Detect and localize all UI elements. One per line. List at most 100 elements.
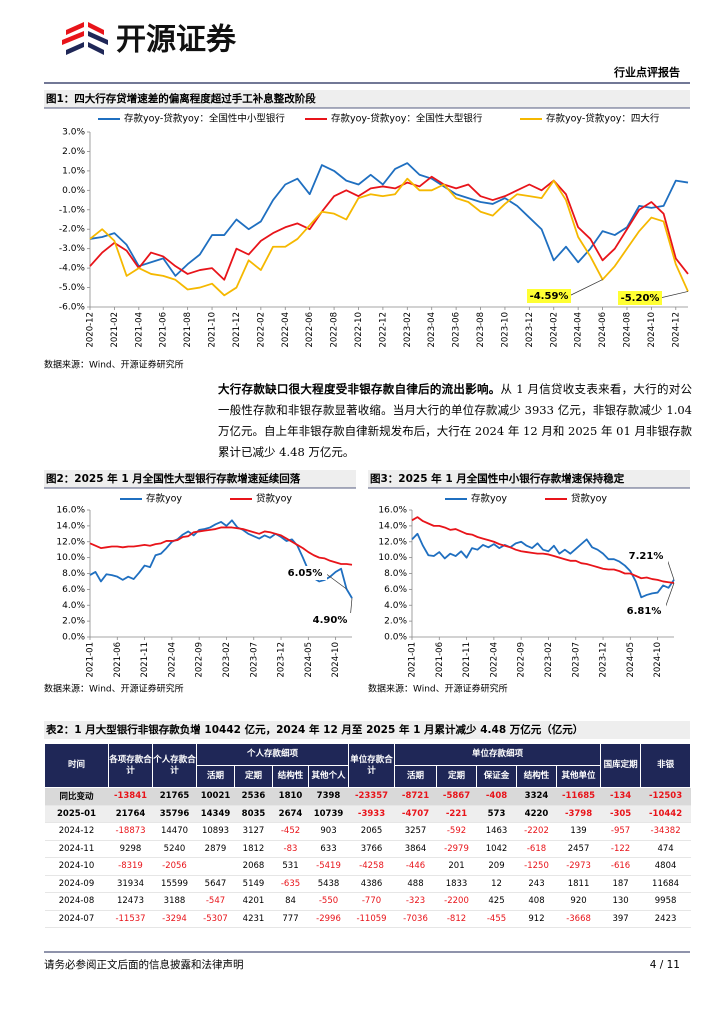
header-subcell: 其他单位 (556, 765, 602, 788)
table-cell: -408 (476, 787, 517, 806)
header-cell: 个人存款细项 (195, 743, 350, 766)
table-cell: 9298 (108, 840, 153, 858)
table-cell: -13841 (108, 787, 153, 806)
x-tick-label: 2021-11 (462, 642, 472, 678)
table-cell: 3864 (394, 840, 437, 858)
table-cell: -2200 (436, 892, 477, 911)
x-tick-label: 2022-10 (354, 312, 364, 348)
table-row: 2024-11 9298 5240 2879 1812 -83 633 3766 3864 -29… (44, 840, 691, 858)
y-tick-label: 6.0% (384, 585, 407, 595)
body-paragraph: 大行存款缺口很大程度受非银存款自律后的流出影响。从 1 月信贷收支表来看，大行的… (218, 379, 692, 463)
table-cell: -2996 (308, 910, 349, 928)
series-line (89, 162, 689, 277)
table-title: 表2：1 月大型银行非银存款负增 10442 亿元，2024 年 12 月至 2… (45, 723, 583, 736)
annotation: 4.90% (313, 615, 348, 626)
table-cell: 408 (516, 892, 557, 911)
annotation-box (618, 291, 662, 305)
table-cell: 14470 (152, 822, 197, 841)
table-cell: 35796 (152, 805, 197, 823)
x-tick-label: 2021-01 (408, 642, 418, 678)
x-tick-label: 2023-02 (222, 642, 232, 678)
annotation-leader (659, 291, 689, 299)
table-cell: -452 (272, 822, 309, 841)
header-cell: 个人存款合计 (152, 743, 197, 788)
table-cell: 397 (600, 910, 641, 928)
row-label: 2024-12 (44, 822, 109, 841)
chart-title-bar (368, 470, 690, 488)
chart-title-bar (44, 90, 690, 108)
table-cell: 11684 (640, 875, 691, 893)
x-tick-label: 2023-02 (403, 312, 413, 348)
table-cell: 3188 (152, 892, 197, 911)
row-label: 2024-09 (44, 875, 109, 893)
table-cell: 5647 (196, 875, 235, 893)
chart-source: 数据来源：Wind、开源证券研究所 (44, 683, 184, 695)
x-tick-label: 2021-02 (110, 312, 120, 348)
table-cell: 2674 (272, 805, 309, 823)
x-tick-label: 2021-10 (208, 312, 218, 348)
table-row: 2025-01 21764 35796 14349 8035 2674 10739 -3933… (44, 805, 691, 823)
table-cell: -1250 (516, 857, 557, 876)
y-tick-label: 4.0% (384, 601, 407, 611)
table-cell: -618 (516, 840, 557, 858)
table-cell: 1811 (556, 875, 601, 893)
table-cell: -2979 (436, 840, 477, 858)
table-cell: 84 (272, 892, 309, 911)
table-row: 2024-10 -8319 -2056 2068 531 -5419 -4258 -446 20… (44, 857, 691, 876)
table-cell: 1810 (272, 787, 309, 806)
x-tick-label: 2024-12 (671, 312, 681, 348)
table-row: 2024-12 -18873 14470 10893 3127 -452 903 2065 32… (44, 822, 691, 841)
table-cell: 187 (600, 875, 641, 893)
table-cell: -23357 (348, 787, 395, 806)
header-cell: 时间 (44, 743, 109, 788)
y-tick-label: 8.0% (384, 569, 407, 579)
series-line (411, 516, 675, 584)
table-cell: 5149 (234, 875, 273, 893)
header-subcell: 保证金 (476, 765, 518, 788)
table-cell: -12503 (640, 787, 691, 806)
annotation: -5.20% (621, 293, 660, 304)
y-tick-label: -3.0% (59, 244, 86, 254)
table-cell: 139 (556, 822, 601, 841)
x-tick-label: 2024-10 (331, 642, 341, 678)
x-tick-label: 2024-02 (549, 312, 559, 348)
y-tick-label: 12.0% (378, 537, 407, 547)
y-tick-label: 2.0% (384, 617, 407, 627)
legend-label: 存款yoy-贷款yoy：四大行 (546, 113, 660, 125)
table-cell: -7036 (394, 910, 437, 928)
table-cell: 9958 (640, 892, 691, 911)
table-cell: 31934 (108, 875, 153, 893)
chart: 图3：2025 年 1 月全国性中小银行存款增速保持稳定 16.0% 14.0% 12… (368, 470, 690, 695)
chart: 图1：四大行存贷增速差的偏离程度超过手工补息整改阶段 3.0% 2.0% 1.0% 0.… (44, 90, 690, 371)
y-tick-label: 1.0% (62, 166, 85, 176)
chart: 图2：2025 年 1 月全国性大型银行存款增速延续回落 16.0% 14.0% 12… (44, 470, 356, 695)
x-tick-label: 2022-08 (330, 312, 340, 348)
table-cell: 21764 (108, 805, 153, 823)
y-tick-label: 12.0% (56, 537, 85, 547)
legend-label: 存款yoy (471, 493, 507, 505)
x-tick-label: 2022-04 (167, 642, 177, 678)
table-cell: -323 (394, 892, 437, 911)
table-cell: 2068 (234, 857, 273, 876)
x-tick-label: 2021-06 (113, 642, 123, 678)
table-cell: 8035 (234, 805, 273, 823)
x-tick-label: 2022-09 (195, 642, 205, 678)
x-tick-label: 2022-09 (517, 642, 527, 678)
header-subcell: 定期 (234, 765, 273, 788)
table-row: 2024-08 12473 3188 -547 4201 84 -550 -770 -323 -2… (44, 892, 691, 911)
x-tick-label: 2024-04 (574, 312, 584, 348)
series-line (89, 175, 689, 281)
table-cell: -3798 (556, 805, 601, 823)
table-cell: -11685 (556, 787, 601, 806)
series-line (89, 526, 353, 566)
header-cell: 非银 (640, 743, 692, 788)
table-cell: -3933 (348, 805, 395, 823)
y-tick-label: -1.0% (59, 205, 86, 215)
table-cell: 4231 (234, 910, 273, 928)
annotation-box (283, 566, 327, 580)
table-cell: 209 (476, 857, 517, 876)
x-tick-label: 2021-11 (140, 642, 150, 678)
table-cell: -550 (308, 892, 349, 911)
table-cell: -770 (348, 892, 395, 911)
